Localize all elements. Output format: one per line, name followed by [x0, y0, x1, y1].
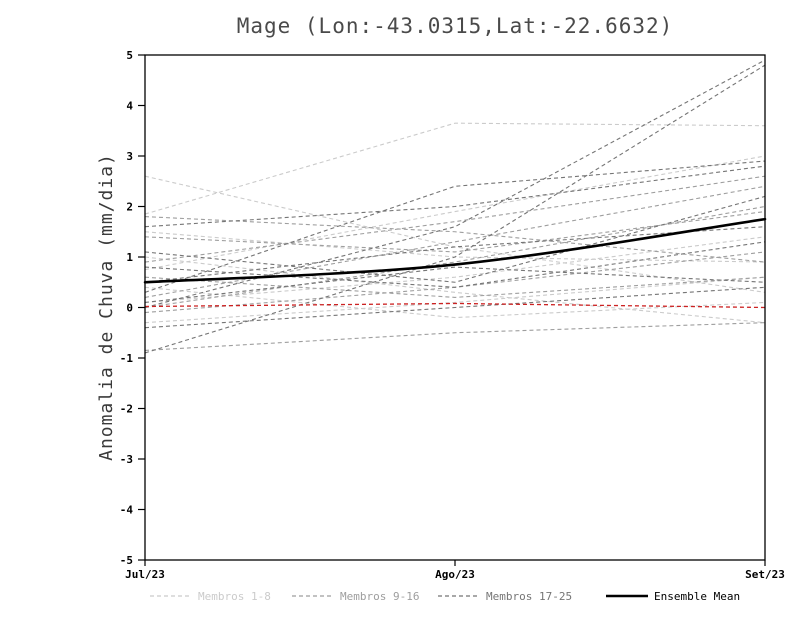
y-tick-label: 5: [126, 49, 133, 62]
ensemble-member-line: [144, 322, 766, 351]
ensemble-member-line: [144, 64, 766, 354]
ensemble-member-line: [144, 256, 766, 324]
red-reference-line: [144, 302, 766, 309]
ensemble-member-line: [144, 216, 766, 263]
legend-label: Membros 9-16: [340, 590, 419, 603]
y-tick-label: -5: [120, 554, 133, 567]
x-tick-label: Jul/23: [125, 568, 165, 581]
ensemble-member-line: [144, 122, 766, 215]
ensemble-member-line: [144, 59, 766, 309]
x-tick-label: Set/23: [745, 568, 785, 581]
x-tick-label: Ago/23: [435, 568, 475, 581]
legend-label: Ensemble Mean: [654, 590, 740, 603]
legend-item: Membros 9-16: [292, 590, 419, 603]
ensemble-member-line: [144, 286, 766, 319]
y-tick-label: -3: [120, 453, 133, 466]
legend-item: Ensemble Mean: [606, 590, 740, 603]
y-tick-label: 4: [126, 100, 133, 113]
chart-title: Mage (Lon:-43.0315,Lat:-22.6632): [237, 14, 674, 38]
y-tick-label: -4: [120, 504, 134, 517]
y-tick-label: 1: [126, 251, 133, 264]
member-lines-layer: [144, 59, 766, 354]
ensemble-member-line: [144, 241, 766, 288]
ensemble-member-line: [144, 286, 766, 329]
ensemble-member-line: [144, 155, 766, 271]
legend-item: Membros 1-8: [150, 590, 271, 603]
ensemble-mean-line: [143, 217, 767, 284]
legend-label: Membros 17-25: [486, 590, 572, 603]
ensemble-member-line: [144, 160, 766, 293]
y-tick-label: -1: [120, 352, 134, 365]
ensemble-member-line: [144, 226, 766, 283]
y-tick-label: -2: [120, 403, 133, 416]
legend-label: Membros 1-8: [198, 590, 271, 603]
special-lines-layer: [143, 217, 767, 309]
ensemble-member-line: [144, 175, 766, 263]
ensemble-member-line: [144, 236, 766, 303]
legend-item: Membros 17-25: [438, 590, 572, 603]
ensemble-member-line: [144, 276, 766, 298]
ensemble-member-line: [144, 276, 766, 324]
ensemble-member-line: [144, 266, 766, 303]
y-tick-label: 3: [126, 150, 133, 163]
y-axis-label: Anomalia de Chuva (mm/dia): [96, 153, 117, 461]
ensemble-member-line: [144, 165, 766, 228]
ensemble-member-line: [144, 195, 766, 283]
y-tick-label: 0: [126, 302, 133, 315]
chart-legend: Membros 1-8 Membros 9-16 Membros 17-25 Ense…: [150, 590, 740, 603]
y-tick-label: 2: [126, 201, 133, 214]
